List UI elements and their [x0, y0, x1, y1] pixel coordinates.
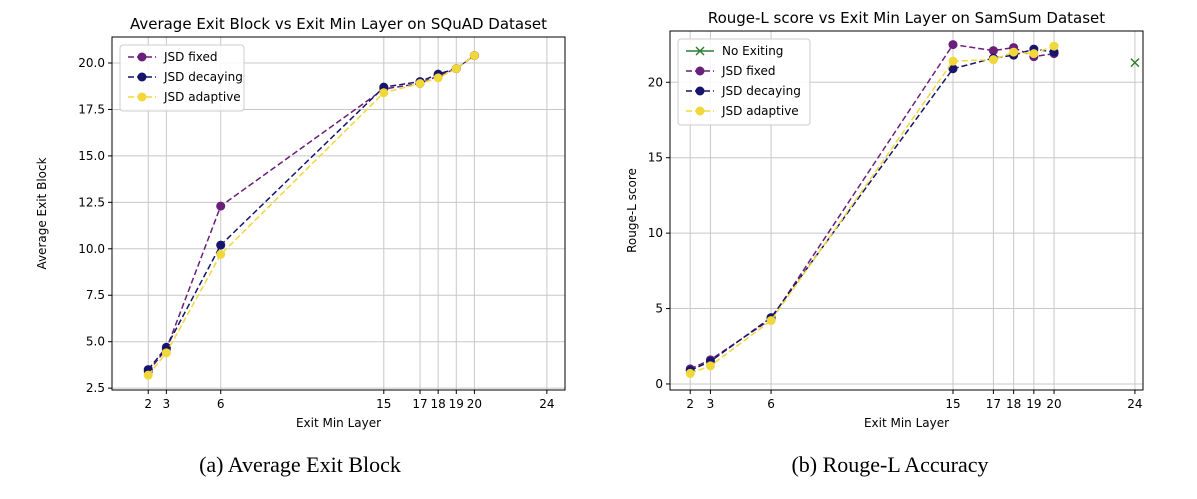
- x-tick-label: 6: [217, 397, 225, 411]
- x-tick-label: 19: [1026, 397, 1041, 411]
- legend-label-jsd-decaying: JSD decaying: [163, 70, 243, 84]
- y-tick-label: 10: [648, 226, 663, 240]
- jsd-decaying-point: [216, 240, 226, 250]
- legend-swatch-marker: [137, 92, 147, 102]
- x-tick-label: 2: [686, 397, 694, 411]
- y-axis-label: Rouge-L score: [625, 168, 639, 253]
- legend-box: [119, 44, 245, 112]
- legend-label-jsd-fixed: JSD fixed: [163, 50, 218, 64]
- jsd-adaptive-point: [216, 249, 226, 259]
- jsd-decaying-point: [948, 64, 958, 74]
- x-tick-label: 17: [412, 397, 427, 411]
- jsd-adaptive-point: [415, 78, 425, 88]
- x-tick-label: 24: [539, 397, 554, 411]
- legend: JSD fixed JSD decaying JSD adaptive: [119, 44, 245, 112]
- x-tick-label: 2: [144, 397, 152, 411]
- legend-label-jsd-adaptive: JSD adaptive: [721, 104, 799, 118]
- x-tick-label: 17: [986, 397, 1001, 411]
- figure: 2 3 6 15 17 18 19 20 242.55.07.510.012.515.017.5…: [35, 9, 1144, 430]
- chart-1: 2 3 6 15 17 18 19 20 24 2.5 5.0 7.5 10.0 12.5 15.0 17.5…: [35, 15, 566, 430]
- x-axis-label: Exit Min Layer: [864, 416, 949, 430]
- legend-swatch-marker: [137, 52, 147, 62]
- x-tick-label: 6: [767, 397, 775, 411]
- caption-average-exit-block: (a) Average Exit Block: [199, 452, 401, 477]
- y-tick-label: 7.5: [86, 288, 105, 302]
- jsd-fixed-point: [216, 201, 226, 211]
- jsd-adaptive-point: [143, 370, 153, 380]
- y-tick-label: 5: [655, 302, 663, 316]
- x-tick-label: 24: [1127, 397, 1142, 411]
- legend-label-jsd-fixed: JSD fixed: [721, 64, 776, 78]
- jsd-adaptive-point: [379, 88, 389, 98]
- legend: No Exiting JSD fixed JSD decaying JSD adapt…: [677, 38, 811, 126]
- x-tick-label: 3: [163, 397, 171, 411]
- y-tick-label: 2.5: [86, 381, 105, 395]
- legend-label-jsd-decaying: JSD decaying: [721, 84, 801, 98]
- x-tick-label: 15: [376, 397, 391, 411]
- legend-box: [677, 38, 811, 126]
- chart-title: Rouge-L score vs Exit Min Layer on SamSu…: [708, 9, 1105, 27]
- y-tick-label: 10.0: [78, 242, 105, 256]
- chart-2: 2 3 6 15 17 18 19 20 24 0 5 10 15 20 Rouge-L score vs …: [625, 9, 1144, 430]
- jsd-adaptive-point: [451, 64, 461, 74]
- legend-swatch-marker: [695, 86, 705, 96]
- x-tick-label: 20: [1046, 397, 1061, 411]
- legend-swatch-marker: [695, 66, 705, 76]
- jsd-adaptive-point: [948, 56, 958, 66]
- legend-label-no-exiting: No Exiting: [722, 44, 783, 58]
- plot-frame: [111, 36, 566, 391]
- x-tick-label: 18: [431, 397, 446, 411]
- jsd-adaptive-point: [1049, 41, 1059, 51]
- x-axis-label: Exit Min Layer: [296, 416, 381, 430]
- plot-frame: [669, 30, 1144, 391]
- caption-rouge-l-accuracy: (b) Rouge-L Accuracy: [791, 452, 989, 477]
- jsd-adaptive-point: [705, 361, 715, 371]
- jsd-fixed-point: [988, 46, 998, 56]
- jsd-adaptive-point: [469, 51, 479, 61]
- no-exiting-cross-stroke: [1130, 58, 1140, 68]
- y-axis-label: Average Exit Block: [35, 157, 49, 269]
- x-tick-label: 15: [945, 397, 960, 411]
- x-tick-label: 3: [707, 397, 715, 411]
- legend-swatch-marker: [137, 72, 147, 82]
- y-tick-label: 0: [655, 377, 663, 391]
- chart-title: Average Exit Block vs Exit Min Layer on …: [130, 15, 547, 33]
- x-tick-label: 18: [1006, 397, 1021, 411]
- y-tick-label: 12.5: [78, 195, 105, 209]
- jsd-adaptive-point: [161, 348, 171, 358]
- y-tick-label: 5.0: [86, 335, 105, 349]
- jsd-fixed-point: [948, 40, 958, 50]
- x-tick-label: 19: [449, 397, 464, 411]
- jsd-decaying-line: [689, 48, 1055, 372]
- legend-swatch-marker: [695, 106, 705, 116]
- jsd-adaptive-point: [1029, 49, 1039, 59]
- legend-label-jsd-adaptive: JSD adaptive: [163, 90, 241, 104]
- jsd-adaptive-line: [689, 45, 1055, 375]
- x-tick-label: 20: [467, 397, 482, 411]
- jsd-adaptive-point: [433, 73, 443, 83]
- y-tick-label: 17.5: [78, 102, 105, 116]
- jsd-adaptive-point: [766, 316, 776, 326]
- jsd-adaptive-point: [988, 55, 998, 65]
- y-tick-label: 20: [648, 75, 663, 89]
- y-tick-label: 15: [648, 151, 663, 165]
- legend-swatch-marker: [695, 46, 705, 56]
- jsd-adaptive-point: [685, 368, 695, 378]
- no-exiting-marker: [1130, 58, 1140, 68]
- jsd-adaptive-point: [1009, 47, 1019, 57]
- y-tick-label: 15.0: [78, 149, 105, 163]
- y-tick-label: 20.0: [78, 56, 105, 70]
